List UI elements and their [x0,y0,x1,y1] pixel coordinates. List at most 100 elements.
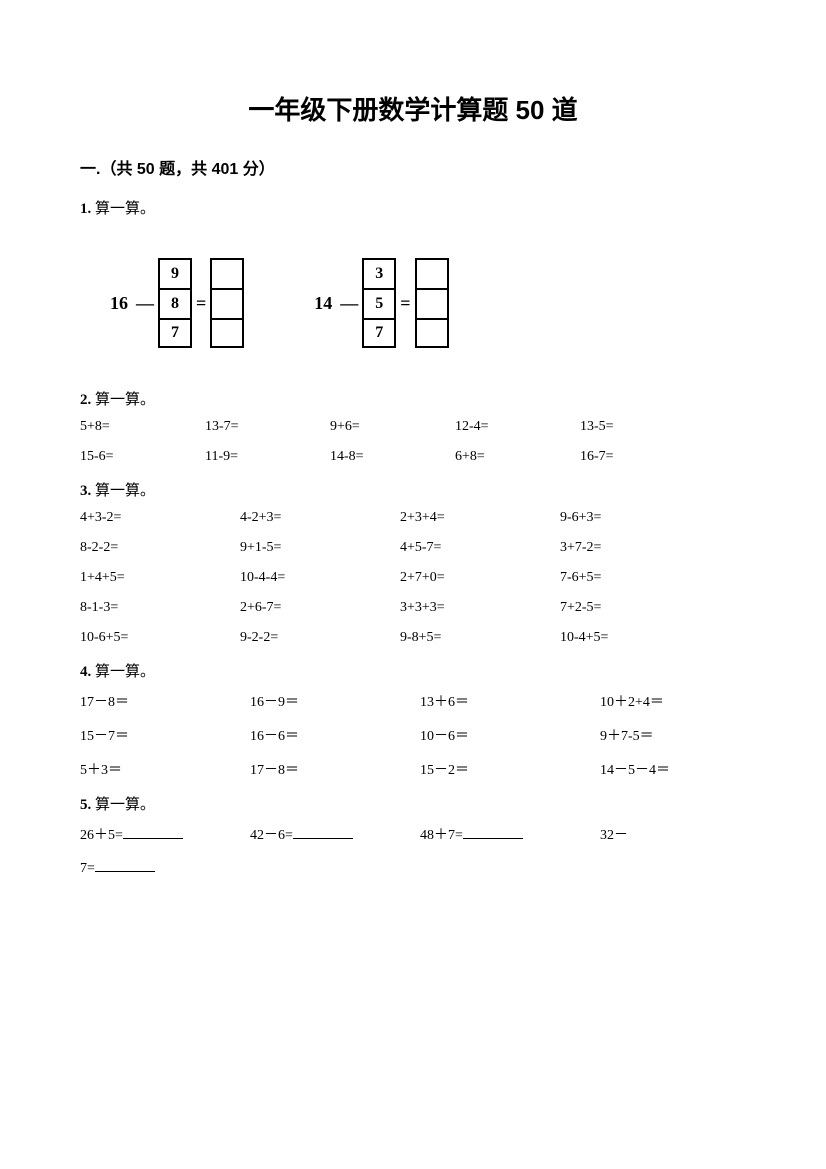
eq-text: 42－6= [250,828,293,843]
d1-blank [210,258,244,288]
page-title: 一年级下册数学计算题 50 道 [80,90,746,127]
eq: 9-6+3= [560,510,720,526]
eq: 10-4-4= [240,570,400,586]
eq: 17－8＝ [80,691,250,711]
q4-grid: 17－8＝16－9＝13＋6＝10＋2+4＝ 15－7＝16－6＝10－6＝9＋7… [80,691,746,779]
q2-num: 2. [80,392,91,408]
q3-row: 4+3-2=4-2+3=2+3+4=9-6+3= [80,510,746,526]
d2-op: — [340,293,358,314]
d1-cell: 8 [158,288,192,318]
q4-row: 17－8＝16－9＝13＋6＝10＋2+4＝ [80,691,746,711]
d2-blank [415,288,449,318]
eq: 13＋6＝ [420,691,600,711]
eq: 17－8＝ [250,759,420,779]
eq: 9+6= [330,419,455,435]
q5-row: 26＋5= 42－6= 48＋7= 32－ [80,824,746,844]
eq: 8-1-3= [80,600,240,616]
eq: 10-4+5= [560,630,720,646]
q2-row: 15-6= 11-9= 14-8= 6+8= 16-7= [80,449,746,465]
eq: 9+1-5= [240,540,400,556]
eq: 10＋2+4＝ [600,691,750,711]
eq: 12-4= [455,419,580,435]
q3-row: 1+4+5=10-4-4=2+7+0=7-6+5= [80,570,746,586]
eq: 5＋3＝ [80,759,250,779]
d2-lead: 14 [314,293,332,314]
d2-cell: 3 [362,258,396,288]
d1-lead: 16 [110,293,128,314]
q5-num: 5. [80,797,91,813]
blank-line [463,825,523,839]
q2-text: 算一算。 [91,392,155,408]
eq: 2+6-7= [240,600,400,616]
eq: 1+4+5= [80,570,240,586]
eq: 48＋7= [420,824,600,844]
d2-right-stack [415,258,449,348]
eq: 2+7+0= [400,570,560,586]
q1-num: 1. [80,201,91,217]
eq: 11-9= [205,449,330,465]
q3-grid: 4+3-2=4-2+3=2+3+4=9-6+3= 8-2-2=9+1-5=4+5-… [80,510,746,646]
eq: 10－6＝ [420,725,600,745]
q4-label: 4. 算一算。 [80,660,746,681]
section-header: 一.（共 50 题，共 401 分） [80,155,746,179]
d2-blank [415,318,449,348]
eq: 14－5－4＝ [600,759,750,779]
blank-line [293,825,353,839]
eq-text: 32－ [600,828,628,843]
q3-row: 10-6+5=9-2-2=9-8+5=10-4+5= [80,630,746,646]
blank-line [123,825,183,839]
d2-left-stack: 3 5 7 [362,258,396,348]
q1-diagrams: 16 — 9 8 7 = 14 — 3 5 7 = [110,258,746,348]
eq: 15－7＝ [80,725,250,745]
q4-row: 15－7＝16－6＝10－6＝9＋7-5＝ [80,725,746,745]
q5-text: 算一算。 [91,797,155,813]
q5-label: 5. 算一算。 [80,793,746,814]
eq: 42－6= [250,824,420,844]
eq-text: 26＋5= [80,828,123,843]
d2-blank [415,258,449,288]
eq: 5+8= [80,419,205,435]
q2-label: 2. 算一算。 [80,388,746,409]
eq: 13-5= [580,419,705,435]
d1-left-stack: 9 8 7 [158,258,192,348]
eq: 8-2-2= [80,540,240,556]
d2-cell: 7 [362,318,396,348]
eq-text: 48＋7= [420,828,463,843]
q3-row: 8-2-2=9+1-5=4+5-7=3+7-2= [80,540,746,556]
eq: 4-2+3= [240,510,400,526]
eq-text: 7= [80,861,95,876]
eq: 6+8= [455,449,580,465]
d1-blank [210,318,244,348]
eq: 16-7= [580,449,705,465]
eq: 16－6＝ [250,725,420,745]
eq: 13-7= [205,419,330,435]
q2-row: 5+8= 13-7= 9+6= 12-4= 13-5= [80,419,746,435]
q1-text: 算一算。 [91,201,155,217]
d1-blank [210,288,244,318]
blank-line [95,858,155,872]
q3-num: 3. [80,483,91,499]
eq: 2+3+4= [400,510,560,526]
d2-eq: = [400,293,410,314]
eq: 4+5-7= [400,540,560,556]
d1-eq: = [196,293,206,314]
eq: 7+2-5= [560,600,720,616]
q4-text: 算一算。 [91,664,155,680]
eq: 9＋7-5＝ [600,725,750,745]
q1-label: 1. 算一算。 [80,197,746,218]
eq: 26＋5= [80,824,250,844]
q4-num: 4. [80,664,91,680]
d2-cell: 5 [362,288,396,318]
d1-cell: 9 [158,258,192,288]
eq: 14-8= [330,449,455,465]
worksheet-page: 一年级下册数学计算题 50 道 一.（共 50 题，共 401 分） 1. 算一… [0,0,826,1169]
eq: 9-2-2= [240,630,400,646]
q2-grid: 5+8= 13-7= 9+6= 12-4= 13-5= 15-6= 11-9= … [80,419,746,465]
eq: 15-6= [80,449,205,465]
eq: 3+3+3= [400,600,560,616]
q1-diagram-1: 16 — 9 8 7 = [110,258,244,348]
eq: 4+3-2= [80,510,240,526]
eq: 7-6+5= [560,570,720,586]
d1-right-stack [210,258,244,348]
q3-text: 算一算。 [91,483,155,499]
